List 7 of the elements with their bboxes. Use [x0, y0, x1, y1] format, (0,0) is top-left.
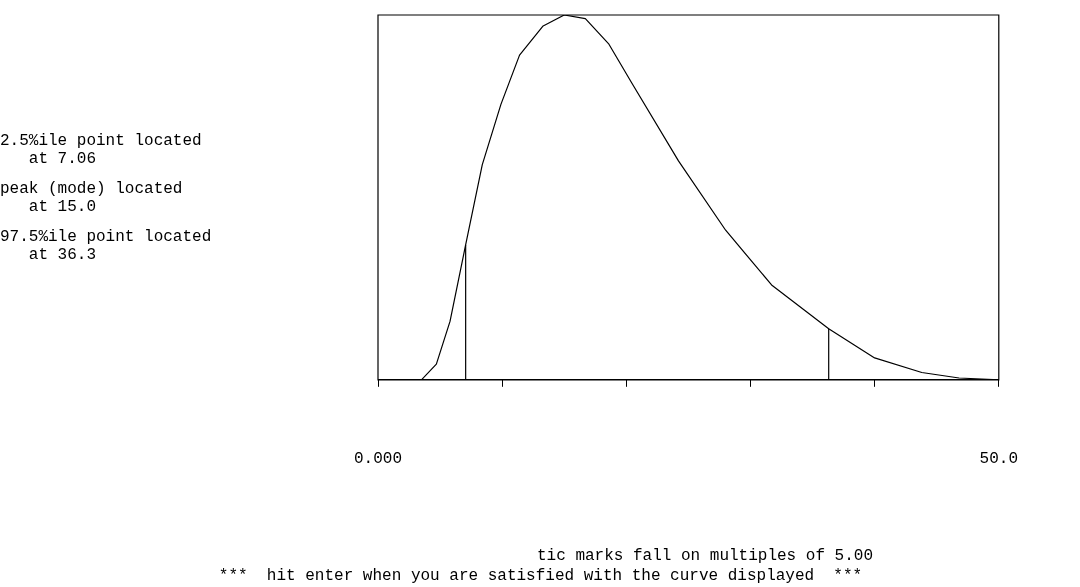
text: 2.5%ile point located at 7.06 [0, 132, 202, 168]
text: 97.5%ile point located at 36.3 [0, 228, 212, 264]
x-axis-title: tic marks fall on multiples of 5.00 [535, 547, 875, 565]
x-tick-label: 50.0 [979, 449, 1018, 468]
text: peak (mode) located at 15.0 [0, 180, 183, 216]
text: *** hit enter when you are satisfied with the curve displayed *** [217, 567, 864, 585]
x-tick-label: 0.000 [353, 449, 403, 468]
